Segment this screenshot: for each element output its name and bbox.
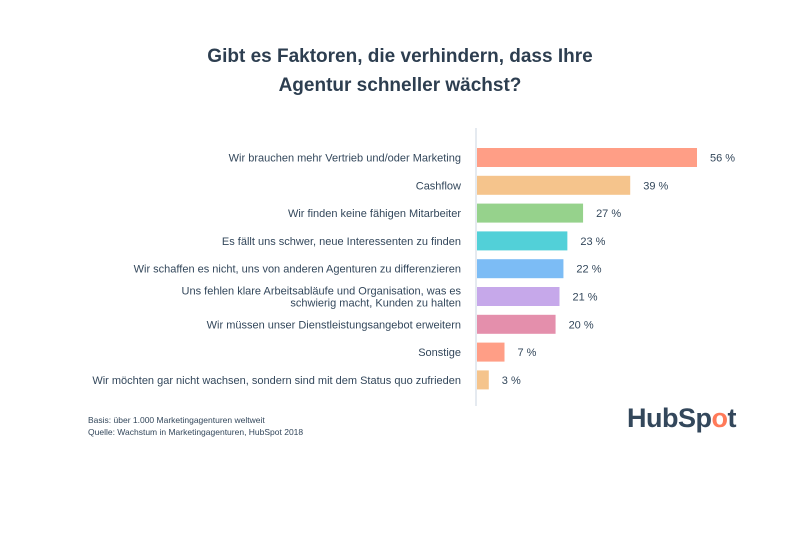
bar <box>477 175 631 195</box>
category-label: Wir möchten gar nicht wachsen, sondern s… <box>92 375 461 387</box>
bar-value-label: 7 % <box>518 347 537 359</box>
category-label: Sonstige <box>418 347 461 359</box>
footnote-source: Quelle: Wachstum in Marketingagenturen, … <box>88 427 304 437</box>
category-label: Wir schaffen es nicht, uns von anderen A… <box>134 264 461 276</box>
chart-title-line-2: Agentur schneller wächst? <box>278 75 522 96</box>
bar-value-label: 27 % <box>596 208 621 220</box>
bar <box>477 231 568 251</box>
bar-value-label: 23 % <box>580 236 605 248</box>
bar <box>477 342 505 362</box>
chart-title-line-1: Gibt es Faktoren, die verhindern, dass I… <box>207 46 593 67</box>
bar <box>477 287 560 306</box>
footnote-basis: Basis: über 1.000 Marketingagenturen wel… <box>88 415 265 425</box>
bar-value-label: 56 % <box>710 153 735 165</box>
category-label: Wir müssen unser Dienstleistungsangebot … <box>207 319 461 331</box>
bar-value-label: 39 % <box>643 180 668 192</box>
footnote: Basis: über 1.000 Marketingagenturen wel… <box>88 414 303 438</box>
bar <box>477 259 564 279</box>
category-label: Wir brauchen mehr Vertrieb und/oder Mark… <box>229 153 461 165</box>
bar <box>477 148 697 167</box>
bar <box>477 314 556 334</box>
bar-value-label: 21 % <box>573 292 598 304</box>
bar-value-label: 3 % <box>502 375 521 387</box>
category-label: Wir finden keine fähigen Mitarbeiter <box>288 208 461 220</box>
bar <box>477 203 584 223</box>
bar <box>477 370 489 390</box>
chart-title: Gibt es Faktoren, die verhindern, dass I… <box>0 42 800 100</box>
bar-value-label: 22 % <box>576 264 601 276</box>
hubspot-logo: HubSpot <box>627 403 736 433</box>
category-label: Uns fehlen klare Arbeitsabläufe und Orga… <box>182 286 462 298</box>
category-label: schwierig macht, Kunden zu halten <box>290 298 461 310</box>
category-label: Cashflow <box>416 180 461 192</box>
bar-value-label: 20 % <box>569 319 594 331</box>
category-label: Es fällt uns schwer, neue Interessenten … <box>222 236 461 248</box>
